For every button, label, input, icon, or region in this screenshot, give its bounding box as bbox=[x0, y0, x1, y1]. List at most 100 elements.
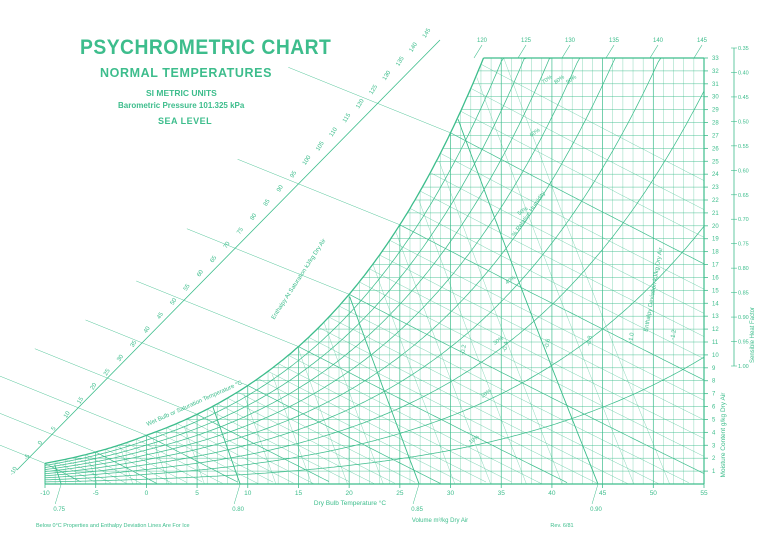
x-axis-tick-label: 55 bbox=[700, 490, 708, 497]
volume-label: 0.80 bbox=[232, 507, 244, 513]
pressure-label: Barometric Pressure 101.325 kPa bbox=[118, 101, 245, 110]
wetbulb-line bbox=[75, 456, 127, 484]
y-axis-tick-label: 25 bbox=[712, 159, 719, 165]
enthalpy-tick-label: 135 bbox=[395, 55, 406, 67]
x-axis-tick-label: 35 bbox=[498, 490, 506, 497]
wetbulb-line bbox=[409, 208, 705, 359]
shf-tick-label: 0.60 bbox=[738, 168, 749, 174]
shf-tick-label: 0.75 bbox=[738, 242, 749, 248]
rh-curve bbox=[45, 356, 705, 483]
rh-curve bbox=[44, 57, 505, 466]
wetbulb-line bbox=[237, 391, 416, 483]
wetbulb-line bbox=[55, 461, 96, 483]
wetbulb-line bbox=[480, 64, 705, 181]
x-axis-tick-label: 5 bbox=[195, 490, 199, 497]
enthalpy-title: Enthalpy At Saturation kJ/kg Dry Air bbox=[271, 238, 328, 321]
wetbulb-line bbox=[278, 363, 512, 483]
volume-minor-line bbox=[88, 458, 98, 485]
enthalpy-tick-label: 45 bbox=[156, 311, 165, 320]
shf-tick-label: 0.70 bbox=[738, 217, 749, 223]
wetbulb-line bbox=[105, 449, 172, 484]
rh-curve bbox=[44, 90, 705, 479]
chart-title: PSYCHROMETRIC CHART bbox=[80, 36, 332, 59]
wetbulb-line bbox=[379, 254, 705, 420]
enthalpy-tick-label: 60 bbox=[196, 269, 205, 278]
enthalpy-tick-label: 145 bbox=[422, 27, 433, 39]
y-axis-tick-label: 10 bbox=[712, 353, 719, 359]
x-axis-tick-label: 40 bbox=[548, 490, 556, 497]
y-axis-tick-label: 31 bbox=[712, 82, 719, 88]
deviation-label: -1.2 bbox=[670, 329, 678, 341]
wetbulb-line bbox=[450, 132, 705, 265]
volume-label: 0.75 bbox=[53, 507, 65, 513]
wetbulb-line bbox=[460, 111, 705, 238]
y-axis-tick-label: 11 bbox=[712, 340, 719, 346]
y-axis-tick-label: 19 bbox=[712, 237, 719, 243]
wetbulb-line bbox=[298, 346, 568, 484]
y-axis-tick-label: 16 bbox=[712, 275, 719, 281]
volume-minor-line bbox=[439, 161, 563, 485]
y-axis-title: Moisture Content g/kg Dry Air bbox=[720, 392, 727, 478]
wetbulb-line bbox=[440, 153, 705, 290]
enthalpy-tick-label: 20 bbox=[90, 382, 99, 391]
wetbulb-line bbox=[267, 371, 487, 483]
enthalpy-tick-label: 110 bbox=[329, 126, 340, 138]
y-axis-tick-label: 26 bbox=[712, 146, 719, 152]
deviation-label: -0.8 bbox=[586, 335, 594, 347]
x-axis-tick-label: 25 bbox=[396, 490, 404, 497]
enthalpy-tick-label: 50 bbox=[170, 297, 179, 306]
wetbulb-line bbox=[65, 459, 111, 484]
rh-curve bbox=[44, 225, 705, 481]
wetbulb-line bbox=[176, 423, 294, 484]
shf-tick-label: 0.40 bbox=[738, 70, 749, 76]
deviation-label: -0.2 bbox=[460, 344, 468, 356]
rh-curve bbox=[44, 57, 527, 468]
y-axis-tick-label: 23 bbox=[712, 185, 719, 191]
enthalpy-tick-label: 140 bbox=[409, 41, 420, 53]
y-axis-tick-label: 1 bbox=[712, 469, 716, 475]
wetbulb-line bbox=[126, 442, 203, 482]
level-label: SEA LEVEL bbox=[158, 116, 213, 126]
wetbulb-line bbox=[420, 190, 705, 337]
enthalpy-tick-label: 55 bbox=[183, 283, 192, 292]
enthalpy-tick-label: 10 bbox=[63, 410, 72, 419]
y-axis-tick-label: 15 bbox=[712, 288, 719, 294]
volume-leader bbox=[233, 483, 241, 505]
enthalpy-top-tick bbox=[561, 44, 571, 59]
volume-minor-line bbox=[119, 445, 133, 485]
wetbulb-line bbox=[288, 355, 542, 484]
enthalpy-tick-label: 130 bbox=[382, 69, 393, 81]
wetbulb-line bbox=[186, 418, 314, 484]
y-axis-tick-label: 12 bbox=[712, 327, 719, 333]
wetbulb-line bbox=[247, 385, 441, 484]
x-axis-tick-label: 30 bbox=[447, 490, 455, 497]
units-label: SI METRIC UNITS bbox=[146, 88, 217, 98]
revision-label: Rev. 6/81 bbox=[550, 523, 573, 529]
enthalpy-top-tick-label: 140 bbox=[653, 38, 664, 44]
x-axis-tick-label: -5 bbox=[93, 490, 99, 497]
rh-curve bbox=[44, 57, 616, 475]
y-axis-tick-label: 24 bbox=[712, 172, 719, 178]
deviation-label: -0.6 bbox=[544, 338, 552, 350]
x-axis-tick-label: -10 bbox=[40, 490, 50, 497]
wetbulb-line bbox=[338, 305, 689, 483]
enthalpy-top-tick-label: 130 bbox=[565, 38, 576, 44]
enthalpy-tick-label: 95 bbox=[290, 170, 299, 179]
wetbulb-line bbox=[85, 454, 142, 484]
wetbulb-line bbox=[95, 451, 157, 484]
wetbulb-line bbox=[328, 316, 659, 484]
enthalpy-extension bbox=[85, 319, 248, 386]
rh-curve bbox=[44, 57, 581, 472]
enthalpy-top-tick-label: 125 bbox=[521, 38, 532, 44]
volume-minor-line bbox=[503, 57, 670, 485]
enthalpy-tick-label: 125 bbox=[369, 84, 380, 96]
y-axis-tick-label: 33 bbox=[712, 56, 719, 62]
wetbulb-line bbox=[136, 439, 223, 484]
y-axis-tick-label: 17 bbox=[712, 263, 719, 269]
volume-minor-line bbox=[372, 264, 456, 485]
volume-leader bbox=[54, 483, 62, 505]
y-axis-tick-label: 14 bbox=[712, 301, 719, 307]
enthalpy-tick-label: 40 bbox=[143, 325, 152, 334]
enthalpy-tick-label: 90 bbox=[276, 184, 285, 193]
shf-tick-label: 0.85 bbox=[738, 291, 749, 297]
